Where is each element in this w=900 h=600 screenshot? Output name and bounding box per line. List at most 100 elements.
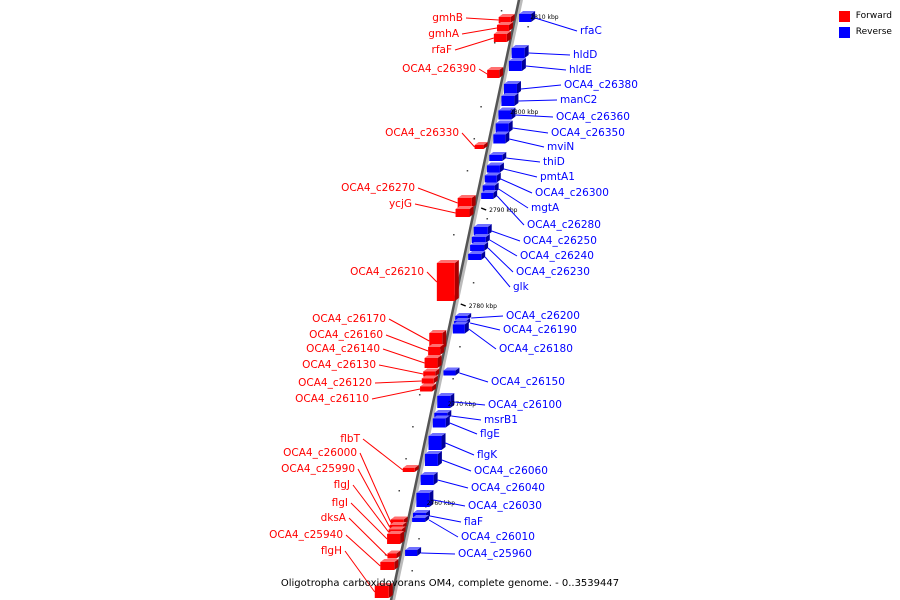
leader-line — [344, 550, 376, 593]
reverse-gene — [495, 120, 513, 133]
forward-gene — [374, 583, 393, 598]
gene-top — [420, 472, 438, 475]
forward-gene-label: OCA4_c26390 — [402, 63, 476, 75]
forward-gene-label: gmhB — [432, 12, 463, 24]
axis-dot — [466, 170, 469, 172]
gene-front — [482, 185, 495, 193]
reverse-gene-label: OCA4_c26360 — [556, 111, 630, 123]
reverse-gene — [428, 433, 446, 450]
reverse-gene-label: OCA4_c26300 — [535, 187, 609, 199]
reverse-gene — [432, 415, 450, 428]
leader-line — [388, 318, 430, 342]
gene-top — [412, 510, 430, 513]
forward-gene — [496, 22, 513, 31]
reverse-gene — [519, 11, 536, 22]
gene-front — [493, 134, 506, 144]
leader-line — [534, 17, 578, 32]
genes-layer — [374, 11, 536, 598]
gene-top — [487, 67, 504, 70]
legend: Forward Reverse — [838, 8, 892, 40]
forward-gene — [387, 550, 401, 559]
forward-gene — [428, 344, 445, 355]
gene-front — [489, 155, 503, 161]
axis-dot — [418, 538, 420, 540]
reverse-gene — [503, 81, 521, 94]
leader-line — [459, 372, 489, 383]
reverse-gene-label: flaF — [464, 516, 483, 528]
gene-front — [484, 175, 497, 183]
forward-gene-label: OCA4_c25940 — [269, 529, 343, 541]
gene-side — [394, 559, 399, 570]
forward-gene-label: OCA4_c26110 — [295, 393, 369, 405]
gene-side — [450, 393, 455, 408]
gene-side — [441, 433, 446, 450]
gene-front — [471, 237, 486, 243]
gene-top — [424, 451, 442, 454]
forward-gene-label: OCA4_c26120 — [298, 377, 372, 389]
leader-line — [385, 334, 429, 352]
reverse-gene-label: manC2 — [560, 94, 597, 106]
leader-line — [429, 515, 462, 523]
reverse-gene-label: OCA4_c26190 — [503, 324, 577, 336]
forward-gene-label: flgI — [332, 497, 348, 509]
gene-front — [495, 123, 509, 133]
leader-line — [468, 328, 497, 350]
forward-gene — [457, 195, 476, 208]
tick-label: 2770 kbp — [448, 401, 476, 408]
gene-top — [486, 162, 504, 166]
gene-top — [437, 393, 455, 396]
gene-front — [481, 193, 494, 199]
gene-top — [443, 367, 460, 371]
leader-line — [421, 552, 456, 555]
leader-line — [469, 322, 501, 331]
reverse-gene-label: OCA4_c26100 — [488, 399, 562, 411]
gene-side — [499, 67, 504, 78]
leader-line — [454, 37, 494, 51]
gene-front — [470, 245, 485, 251]
reverse-gene-label: mviN — [547, 141, 574, 153]
reverse-gene-label: OCA4_c26350 — [551, 127, 625, 139]
leader-line — [378, 364, 424, 375]
leader-line — [461, 132, 475, 148]
axis-dot — [418, 394, 421, 396]
gene-top — [496, 22, 513, 25]
gene-side — [514, 93, 519, 106]
reverse-gene — [420, 472, 438, 485]
gene-side — [505, 131, 510, 144]
forward-gene-label: flbT — [340, 433, 360, 445]
forward-gene — [436, 260, 459, 301]
reverse-gene-label: OCA4_c26280 — [527, 219, 601, 231]
forward-gene-label: OCA4_c26170 — [312, 313, 386, 325]
tick-mark — [480, 207, 487, 211]
leader-line — [484, 256, 511, 288]
gene-front — [508, 61, 522, 71]
gene-front — [468, 254, 482, 260]
gene-side — [437, 451, 442, 466]
forward-gene — [423, 368, 440, 377]
reverse-gene-label: OCA4_c26230 — [516, 266, 590, 278]
leader-line — [441, 459, 472, 472]
gene-front — [412, 518, 426, 522]
leader-line — [503, 168, 538, 178]
gene-side — [521, 58, 526, 71]
gene-top — [471, 234, 490, 237]
gene-front — [519, 14, 532, 22]
gene-side — [508, 120, 513, 133]
forward-gene-label: dksA — [321, 512, 347, 524]
gene-front — [473, 227, 488, 235]
gene-side — [471, 195, 476, 208]
leader-line — [506, 157, 541, 163]
axis-shadow — [391, 0, 523, 600]
gene-top — [455, 313, 472, 316]
gene-top — [429, 330, 447, 333]
reverse-swatch — [838, 26, 850, 38]
reverse-gene-label: pmtA1 — [540, 171, 575, 183]
tick-label: 2800 kbp — [510, 109, 538, 116]
forward-gene — [487, 67, 504, 78]
leader-line — [528, 52, 571, 56]
forward-gene-label: rfaF — [432, 44, 453, 56]
reverse-gene-label: thiD — [543, 156, 565, 168]
leader-line — [345, 534, 381, 567]
gene-side — [455, 367, 460, 376]
gene-top — [389, 522, 407, 525]
